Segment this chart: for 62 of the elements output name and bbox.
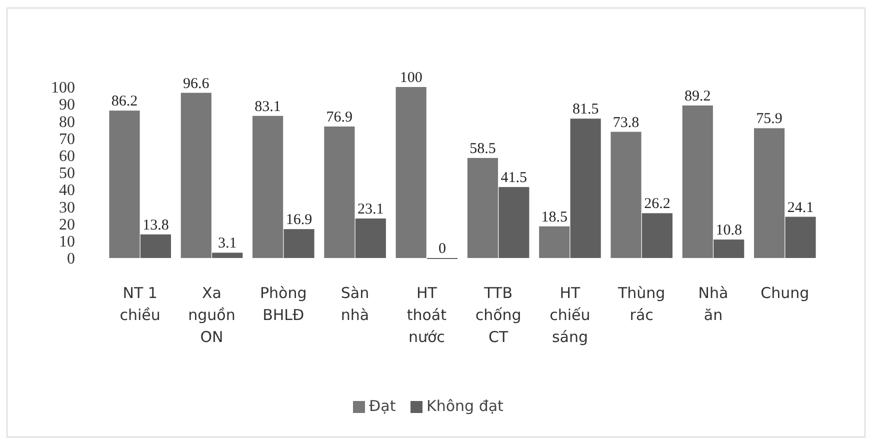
bar <box>109 110 140 258</box>
data-label: 75.9 <box>756 111 782 128</box>
data-label: 10.8 <box>716 222 742 239</box>
x-tick-label: Nhà ăn <box>698 284 728 324</box>
y-tick-label: 100 <box>51 80 75 97</box>
bar <box>140 234 172 258</box>
y-tick-label: 20 <box>59 216 75 234</box>
legend-label: Đạt <box>369 397 396 415</box>
y-tick-label: 50 <box>59 165 75 182</box>
x-tick-label: HT chiếu sáng <box>550 284 590 346</box>
data-label: 81.5 <box>572 102 599 118</box>
x-tick-label: HT thoát nước <box>406 284 447 346</box>
y-tick-label: 10 <box>59 234 75 250</box>
x-tick-label: NT 1 chiều <box>120 284 160 324</box>
data-label: 96.6 <box>183 76 210 92</box>
data-label: 24.1 <box>787 200 814 216</box>
x-tick-label: Phòng BHLĐ <box>260 284 307 324</box>
bar <box>682 105 713 258</box>
x-tick-label: Xa nguồn ON <box>188 284 236 346</box>
bar <box>498 187 530 258</box>
data-label: 41.5 <box>500 170 528 186</box>
bar <box>212 252 243 258</box>
y-tick-label: 80 <box>59 114 75 131</box>
data-label: 13.8 <box>142 217 169 234</box>
data-label: 0 <box>438 241 446 257</box>
bar <box>754 128 785 258</box>
data-label: 3.1 <box>218 236 237 252</box>
bar <box>539 226 570 258</box>
bar <box>642 213 673 258</box>
data-label: 73.8 <box>612 114 640 131</box>
y-tick-label: 70 <box>59 130 75 148</box>
x-tick-label: TTB chống CT <box>475 284 522 346</box>
bar <box>284 229 314 258</box>
data-label: 100 <box>400 70 422 86</box>
bar <box>610 132 642 258</box>
data-label: 83.1 <box>254 98 281 115</box>
bar <box>714 240 744 258</box>
bar <box>324 126 355 258</box>
data-label: 23.1 <box>358 202 384 218</box>
data-label: 89.2 <box>684 88 711 104</box>
data-label: 16.9 <box>286 212 312 228</box>
y-tick-label: 0 <box>67 250 75 268</box>
y-tick-label: 90 <box>59 96 75 114</box>
data-label: 58.5 <box>470 140 496 157</box>
x-tick-label: Thùng rác <box>617 284 666 324</box>
bar <box>355 218 386 258</box>
bar <box>467 158 498 258</box>
bar <box>570 118 601 258</box>
y-tick-label: 60 <box>59 148 75 165</box>
data-label: 86.2 <box>111 94 138 110</box>
data-label: 18.5 <box>541 209 568 226</box>
x-tick-label: Sàn nhà <box>340 284 370 324</box>
data-label: 26.2 <box>644 196 670 212</box>
legend-label: Không đạt <box>426 397 504 415</box>
x-tick-label: Chung <box>760 284 810 302</box>
y-tick-label: 40 <box>59 182 75 200</box>
bar <box>252 116 284 258</box>
y-tick-label: 30 <box>59 199 75 216</box>
bar <box>396 87 426 258</box>
data-label: 76.9 <box>326 110 353 126</box>
bar <box>785 216 816 258</box>
bar <box>180 92 212 258</box>
